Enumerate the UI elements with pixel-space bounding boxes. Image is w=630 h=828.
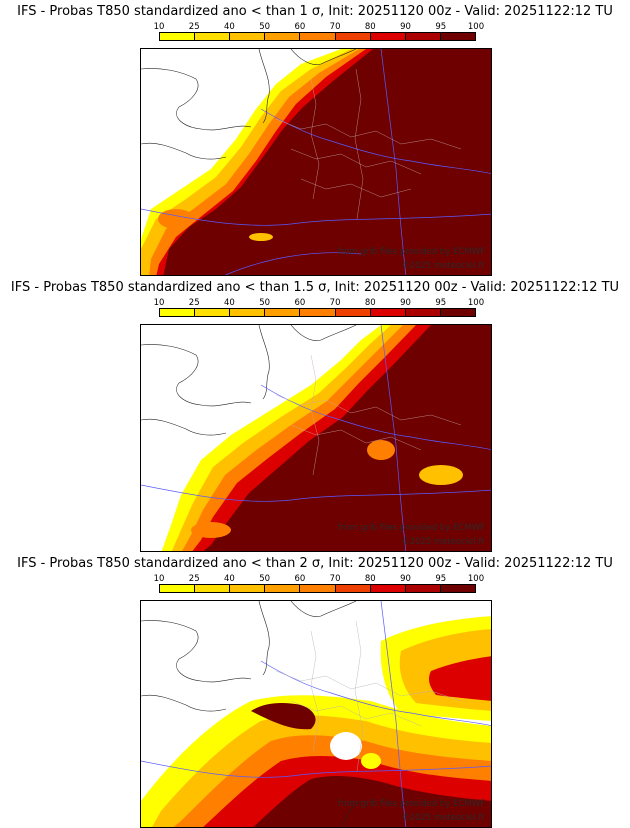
legend-label: 100 (467, 298, 485, 308)
legend-swatch (230, 585, 266, 592)
legend-label: 100 (467, 22, 485, 32)
data-credit: from grib files provided by ECMWF (338, 523, 485, 533)
legend-swatch (160, 309, 196, 316)
color-legend: 10 25 40 50 60 70 80 90 95 100 (154, 22, 485, 42)
legend-swatch (405, 585, 441, 592)
legend-swatch (195, 585, 231, 592)
legend-swatch (160, 585, 196, 592)
legend-label: 100 (467, 574, 485, 584)
legend-swatch (370, 585, 406, 592)
legend-label: 95 (435, 298, 447, 308)
legend-label: 70 (329, 22, 341, 32)
legend-swatch (230, 309, 266, 316)
legend-label: 70 (329, 574, 341, 584)
legend-label: 25 (188, 22, 200, 32)
legend-label: 60 (294, 22, 306, 32)
probability-map: from grib files provided by ECMWF ©2025 … (140, 324, 492, 552)
legend-label: 40 (224, 574, 235, 584)
legend-swatch (440, 585, 475, 592)
legend-swatch (440, 309, 475, 316)
legend-label: 90 (400, 298, 411, 308)
legend-swatch (440, 33, 475, 40)
legend-swatch (370, 33, 406, 40)
legend-swatch (230, 33, 266, 40)
legend-swatch (265, 33, 301, 40)
legend-label: 50 (259, 22, 271, 32)
legend-label: 80 (364, 298, 376, 308)
legend-swatch (335, 585, 371, 592)
map-graphic (141, 49, 491, 275)
legend-bar (159, 308, 476, 317)
legend-swatch (405, 33, 441, 40)
panel-title: IFS - Probas T850 standardized ano < tha… (17, 556, 613, 571)
legend-label: 10 (153, 22, 165, 32)
legend-label: 40 (224, 298, 235, 308)
legend-label: 80 (364, 22, 376, 32)
legend-label: 10 (153, 298, 165, 308)
legend-label: 95 (435, 574, 447, 584)
legend-label: 25 (188, 298, 200, 308)
legend-label: 50 (259, 574, 271, 584)
legend-swatch (370, 309, 406, 316)
legend-bar (159, 32, 476, 41)
legend-label: 60 (294, 298, 306, 308)
data-credit: from grib files provided by ECMWF (338, 247, 485, 257)
legend-swatch (265, 585, 301, 592)
legend-label: 40 (224, 22, 235, 32)
legend-swatch (265, 309, 301, 316)
legend-swatch (335, 309, 371, 316)
legend-swatch (335, 33, 371, 40)
data-credit: from grib files provided by ECMWF (338, 799, 485, 809)
legend-swatch (300, 585, 336, 592)
legend-swatch (300, 33, 336, 40)
map-graphic (141, 325, 491, 551)
legend-labels: 10 25 40 50 60 70 80 90 95 100 (154, 298, 485, 308)
legend-labels: 10 25 40 50 60 70 80 90 95 100 (154, 574, 485, 584)
color-legend: 10 25 40 50 60 70 80 90 95 100 (154, 298, 485, 318)
panel-title: IFS - Probas T850 standardized ano < tha… (10, 280, 620, 295)
legend-labels: 10 25 40 50 60 70 80 90 95 100 (154, 22, 485, 32)
legend-label: 90 (400, 574, 411, 584)
copyright-credit: ©2025 meteociel.fr (401, 261, 485, 271)
legend-label: 90 (400, 22, 411, 32)
legend-label: 95 (435, 22, 447, 32)
map-panel-2: IFS - Probas T850 standardized ano < tha… (0, 276, 630, 552)
legend-swatch (160, 33, 196, 40)
color-legend: 10 25 40 50 60 70 80 90 95 100 (154, 574, 485, 594)
map-panel-1: IFS - Probas T850 standardized ano < tha… (0, 0, 630, 276)
probability-map: from grib files provided by ECMWF ©2025 … (140, 600, 492, 828)
legend-bar (159, 584, 476, 593)
legend-label: 80 (364, 574, 376, 584)
map-panel-3: IFS - Probas T850 standardized ano < tha… (0, 552, 630, 828)
map-graphic (141, 601, 491, 827)
legend-label: 60 (294, 574, 306, 584)
legend-label: 50 (259, 298, 271, 308)
legend-swatch (405, 309, 441, 316)
legend-swatch (195, 309, 231, 316)
copyright-credit: ©2025 meteociel.fr (401, 537, 485, 547)
probability-map: from grib files provided by ECMWF ©2025 … (140, 48, 492, 276)
copyright-credit: ©2025 meteociel.fr (401, 813, 485, 823)
legend-label: 25 (188, 574, 200, 584)
legend-label: 70 (329, 298, 341, 308)
panel-title: IFS - Probas T850 standardized ano < tha… (17, 4, 613, 19)
legend-label: 10 (153, 574, 165, 584)
legend-swatch (300, 309, 336, 316)
legend-swatch (195, 33, 231, 40)
